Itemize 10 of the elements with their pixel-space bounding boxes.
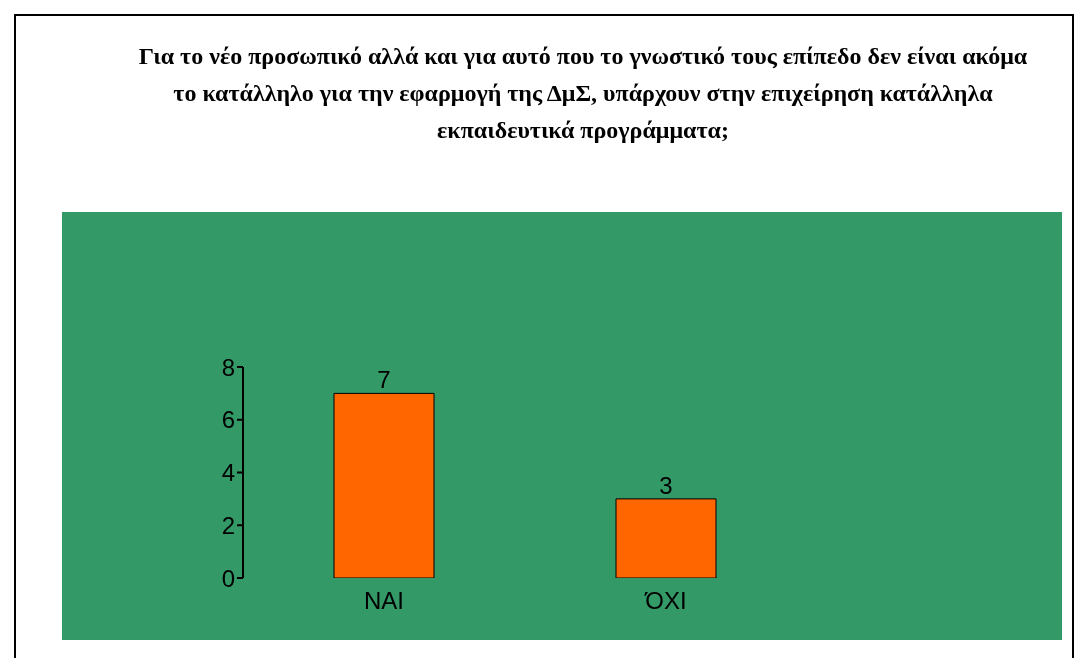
x-tick-label: ΌΧΙ xyxy=(644,587,687,615)
x-tick-label: ΝΑΙ xyxy=(363,587,405,615)
y-tick-label: 6 xyxy=(221,406,235,434)
y-tick-label: 8 xyxy=(221,353,235,381)
y-tick-label: 2 xyxy=(221,511,235,539)
y-tick-label: 4 xyxy=(221,459,235,487)
chart-title: Για το νέο προσωπικό αλλά και για αυτό που το γνωστικό τους επίπεδο δεν είναι ακόμα το κατάλληλο για την εφαρμογή της ΔμΣ, υπάρχουν στην επιχείρηση κατάλληλα εκπαιδευτικά προγράμματα; xyxy=(137,42,1029,145)
data-label: 7 xyxy=(377,366,391,394)
data-label: 3 xyxy=(659,471,673,499)
y-tick-label: 0 xyxy=(221,564,235,592)
